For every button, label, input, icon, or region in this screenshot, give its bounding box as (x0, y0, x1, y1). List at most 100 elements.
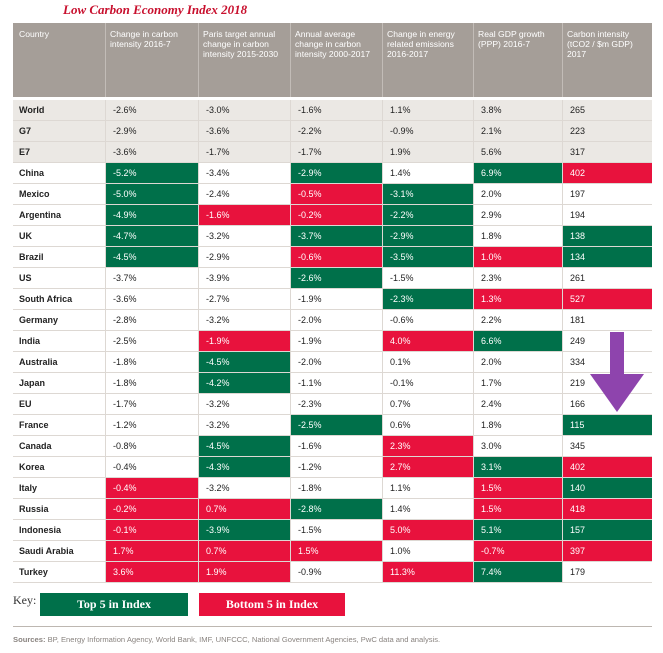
value-cell: -1.8% (105, 352, 198, 372)
country-cell: Turkey (19, 567, 48, 577)
country-cell: Argentina (19, 210, 62, 220)
value-cell: -1.7% (105, 394, 198, 414)
table-row: Russia -0.2% 0.7% -2.8% 1.4% 1.5% 418 (13, 499, 652, 520)
value-cell: -4.7% (105, 226, 198, 246)
value-cell: -5.0% (105, 184, 198, 204)
value-cell: 6.6% (473, 331, 562, 351)
table-row: India -2.5% -1.9% -1.9% 4.0% 6.6% 249 (13, 331, 652, 352)
value-cell: 2.4% (473, 394, 562, 414)
value-cell: 402 (562, 457, 652, 477)
value-cell: -3.2% (198, 478, 290, 498)
country-cell: Korea (19, 462, 45, 472)
value-cell: -3.6% (198, 121, 290, 141)
value-cell: 402 (562, 163, 652, 183)
value-cell: 4.0% (382, 331, 473, 351)
value-cell: 1.7% (473, 373, 562, 393)
value-cell: 1.8% (473, 226, 562, 246)
table-row: G7 -2.9% -3.6% -2.2% -0.9% 2.1% 223 (13, 121, 652, 142)
value-cell: 397 (562, 541, 652, 561)
index-table: Country Change in carbon intensity 2016-… (13, 23, 652, 583)
value-cell: 1.3% (473, 289, 562, 309)
value-cell: -2.3% (382, 289, 473, 309)
value-cell: -3.0% (198, 100, 290, 120)
value-cell: -2.3% (290, 394, 382, 414)
down-arrow-icon (590, 332, 644, 412)
table-row: Canada -0.8% -4.5% -1.6% 2.3% 3.0% 345 (13, 436, 652, 457)
value-cell: 2.9% (473, 205, 562, 225)
country-cell: World (13, 100, 105, 120)
value-cell: -3.6% (105, 142, 198, 162)
value-cell: 1.9% (198, 562, 290, 582)
value-cell: 1.0% (382, 541, 473, 561)
value-cell: -3.2% (198, 394, 290, 414)
country-cell: E7 (13, 142, 105, 162)
value-cell: 1.8% (473, 415, 562, 435)
value-cell: -3.5% (382, 247, 473, 267)
value-cell: -0.9% (290, 562, 382, 582)
value-cell: -3.2% (198, 310, 290, 330)
divider (13, 626, 652, 627)
value-cell: -1.9% (290, 289, 382, 309)
value-cell: -2.9% (290, 163, 382, 183)
value-cell: 1.0% (473, 247, 562, 267)
value-cell: 0.1% (382, 352, 473, 372)
value-cell: 140 (562, 478, 652, 498)
value-cell: 6.9% (473, 163, 562, 183)
country-cell: EU (19, 399, 32, 409)
value-cell: 0.7% (198, 499, 290, 519)
value-cell: -3.7% (105, 268, 198, 288)
value-cell: 1.5% (473, 478, 562, 498)
value-cell: -3.2% (198, 226, 290, 246)
value-cell: 2.2% (473, 310, 562, 330)
value-cell: 0.6% (382, 415, 473, 435)
value-cell: 1.4% (382, 163, 473, 183)
table-row: Korea -0.4% -4.3% -1.2% 2.7% 3.1% 402 (13, 457, 652, 478)
country-cell: Canada (19, 441, 52, 451)
value-cell: -0.1% (382, 373, 473, 393)
value-cell: -2.2% (382, 205, 473, 225)
value-cell: -0.1% (105, 520, 198, 540)
value-cell: -2.8% (290, 499, 382, 519)
table-row: Turkey 3.6% 1.9% -0.9% 11.3% 7.4% 179 (13, 562, 652, 583)
country-cell: South Africa (19, 294, 73, 304)
value-cell: 197 (562, 184, 652, 204)
value-cell: -4.3% (198, 457, 290, 477)
table-row: Japan -1.8% -4.2% -1.1% -0.1% 1.7% 219 (13, 373, 652, 394)
value-cell: 5.6% (473, 142, 562, 162)
country-cell: Mexico (19, 189, 50, 199)
value-cell: 1.7% (105, 541, 198, 561)
value-cell: 223 (562, 121, 652, 141)
value-cell: 334 (562, 352, 652, 372)
country-cell: Germany (19, 315, 59, 325)
table-row: UK -4.7% -3.2% -3.7% -2.9% 1.8% 138 (13, 226, 652, 247)
value-cell: -0.8% (105, 436, 198, 456)
value-cell: -1.2% (290, 457, 382, 477)
value-cell: 418 (562, 499, 652, 519)
value-cell: 1.1% (382, 478, 473, 498)
table-row: Brazil -4.5% -2.9% -0.6% -3.5% 1.0% 134 (13, 247, 652, 268)
value-cell: -1.6% (290, 436, 382, 456)
key-label: Key: (13, 593, 37, 607)
value-cell: -2.9% (198, 247, 290, 267)
value-cell: 527 (562, 289, 652, 309)
value-cell: -1.5% (290, 520, 382, 540)
table-body: World -2.6% -3.0% -1.6% 1.1% 3.8% 265 G7 -2.9% -3… (13, 100, 652, 583)
value-cell: -2.6% (105, 100, 198, 120)
value-cell: -2.0% (290, 310, 382, 330)
value-cell: -0.6% (382, 310, 473, 330)
value-cell: -3.2% (198, 415, 290, 435)
value-cell: -1.6% (198, 205, 290, 225)
table-row: France -1.2% -3.2% -2.5% 0.6% 1.8% 115 (13, 415, 652, 436)
value-cell: 115 (562, 415, 652, 435)
value-cell: -1.9% (198, 331, 290, 351)
value-cell: -1.8% (290, 478, 382, 498)
country-cell: US (19, 273, 32, 283)
value-cell: 179 (562, 562, 652, 582)
table-row: Argentina -4.9% -1.6% -0.2% -2.2% 2.9% 194 (13, 205, 652, 226)
value-cell: -1.5% (382, 268, 473, 288)
value-cell: 166 (562, 394, 652, 414)
header-energy-emissions: Change in energy related emissions 2016-… (382, 23, 473, 97)
value-cell: 2.3% (382, 436, 473, 456)
value-cell: -2.6% (290, 268, 382, 288)
country-cell: India (19, 336, 41, 346)
